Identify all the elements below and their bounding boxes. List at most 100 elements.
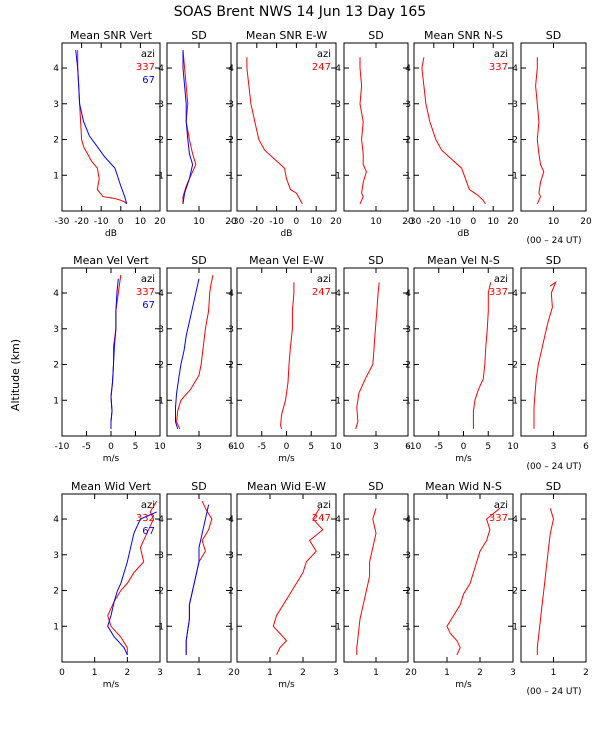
- y-tick-label: 2: [53, 361, 59, 371]
- panel-3: Mean SNR E-W 1 2 3 4 -30 -20 -10 0 10 20 dB azi 247: [228, 29, 342, 239]
- x-tick-label: 2: [300, 668, 306, 678]
- legend-entry: 247: [312, 287, 331, 298]
- x-tick-label: 10: [193, 217, 205, 227]
- legend-title: azi: [141, 274, 155, 285]
- x-axis-label: m/s: [455, 680, 472, 690]
- x-tick-label: 1: [373, 668, 379, 678]
- x-tick-label: 3: [333, 668, 339, 678]
- x-tick-label: 3: [551, 442, 557, 452]
- legend-title: azi: [141, 500, 155, 511]
- legend-entry: 67: [142, 526, 155, 537]
- y-tick-label: 4: [512, 289, 518, 299]
- panel-frame: [343, 42, 409, 212]
- panel-title: Mean Vel E-W: [249, 254, 324, 267]
- panel-9: Mean Vel E-W 1 2 3 4 -10 -5 0 5 10 m/s azi 247: [228, 254, 342, 464]
- y-tick-label: 4: [405, 64, 411, 74]
- x-tick-label: -10: [446, 217, 461, 227]
- panel-2: SD 1 2 3 4 10 20: [158, 29, 237, 227]
- y-tick-label: 3: [512, 325, 518, 335]
- x-tick-label: -5: [434, 442, 443, 452]
- x-tick-label: 2: [477, 668, 483, 678]
- panel-frame: [413, 42, 514, 212]
- y-tick-label: 2: [335, 361, 341, 371]
- panel-frame: [343, 267, 409, 437]
- legend-entry: 337: [489, 513, 508, 524]
- x-tick-label: 20: [402, 217, 414, 227]
- x-axis-label: dB: [105, 229, 117, 239]
- y-tick-label: 3: [405, 551, 411, 561]
- series-line: [185, 504, 210, 655]
- legend-entry: 67: [142, 300, 155, 311]
- y-tick-label: 2: [405, 361, 411, 371]
- y-axis-label: Altitude (km): [9, 339, 22, 411]
- series-line: [110, 278, 119, 429]
- y-tick-label: 1: [158, 396, 164, 406]
- y-tick-label: 3: [405, 100, 411, 110]
- y-tick-label: 4: [53, 289, 59, 299]
- series-line: [272, 508, 324, 656]
- x-tick-label: -5: [257, 442, 266, 452]
- y-tick-label: 1: [512, 622, 518, 632]
- series-line: [182, 50, 194, 204]
- panel-11: Mean Vel N-S 1 2 3 4 -10 -5 0 5 10 m/s azi 337: [405, 254, 519, 464]
- x-tick-label: 1: [444, 668, 450, 678]
- y-tick-label: 3: [335, 551, 341, 561]
- x-tick-label: 10: [135, 217, 147, 227]
- y-tick-label: 1: [53, 622, 59, 632]
- legend-entry: 247: [312, 62, 331, 73]
- panel-title: Mean Vel Vert: [73, 254, 149, 267]
- panel-title: Mean SNR E-W: [246, 29, 327, 42]
- y-tick-label: 1: [335, 171, 341, 181]
- legend-entry: 67: [142, 75, 155, 86]
- y-tick-label: 4: [512, 515, 518, 525]
- time-note-row-1: (00 – 24 UT): [526, 236, 581, 246]
- x-tick-label: 5: [133, 442, 139, 452]
- x-tick-label: 6: [583, 442, 589, 452]
- y-tick-label: 1: [228, 622, 234, 632]
- x-tick-label: 6: [405, 442, 411, 452]
- x-tick-label: -20: [249, 217, 264, 227]
- y-tick-label: 3: [53, 551, 59, 561]
- series-line: [110, 275, 122, 429]
- series-line: [107, 500, 158, 655]
- x-tick-label: 0: [411, 668, 417, 678]
- series-line: [535, 57, 545, 205]
- series-line: [107, 511, 157, 656]
- x-tick-label: 3: [373, 442, 379, 452]
- y-tick-label: 1: [405, 171, 411, 181]
- y-tick-label: 2: [335, 136, 341, 146]
- panel-5: Mean SNR N-S 1 2 3 4 -30 -20 -10 0 10 20 dB azi 337: [405, 29, 519, 239]
- legend-title: azi: [494, 500, 508, 511]
- y-tick-label: 4: [228, 515, 234, 525]
- x-tick-label: 10: [154, 442, 166, 452]
- panel-title: SD: [546, 29, 561, 42]
- series-line: [355, 282, 380, 430]
- x-tick-label: -20: [74, 217, 89, 227]
- panel-1: Mean SNR Vert 1 2 3 4 -30 -20 -10 0 10 20 dB azi 337 6…: [53, 29, 166, 239]
- panel-frame: [166, 267, 232, 437]
- y-tick-label: 2: [405, 587, 411, 597]
- x-tick-label: -30: [230, 217, 245, 227]
- time-note-row-3: (00 – 24 UT): [526, 687, 581, 697]
- panel-title: SD: [191, 254, 206, 267]
- series-line: [175, 278, 200, 430]
- panel-12: SD 1 2 3 4 3 6: [512, 254, 589, 452]
- panel-title: Mean Wid Vert: [71, 480, 152, 493]
- x-tick-label: 10: [310, 217, 322, 227]
- x-tick-label: 0: [59, 668, 65, 678]
- panel-title: SD: [191, 480, 206, 493]
- y-tick-label: 2: [405, 136, 411, 146]
- y-tick-label: 4: [158, 289, 164, 299]
- y-tick-label: 1: [53, 396, 59, 406]
- panel-frame: [236, 42, 337, 212]
- y-tick-label: 1: [228, 396, 234, 406]
- legend-title: azi: [317, 49, 331, 60]
- x-tick-label: 20: [580, 217, 592, 227]
- x-tick-label: 20: [225, 217, 237, 227]
- y-tick-label: 4: [228, 289, 234, 299]
- y-tick-label: 3: [335, 325, 341, 335]
- x-tick-label: 10: [548, 217, 560, 227]
- x-tick-label: 10: [370, 217, 382, 227]
- y-tick-label: 1: [512, 396, 518, 406]
- x-tick-label: 0: [284, 442, 290, 452]
